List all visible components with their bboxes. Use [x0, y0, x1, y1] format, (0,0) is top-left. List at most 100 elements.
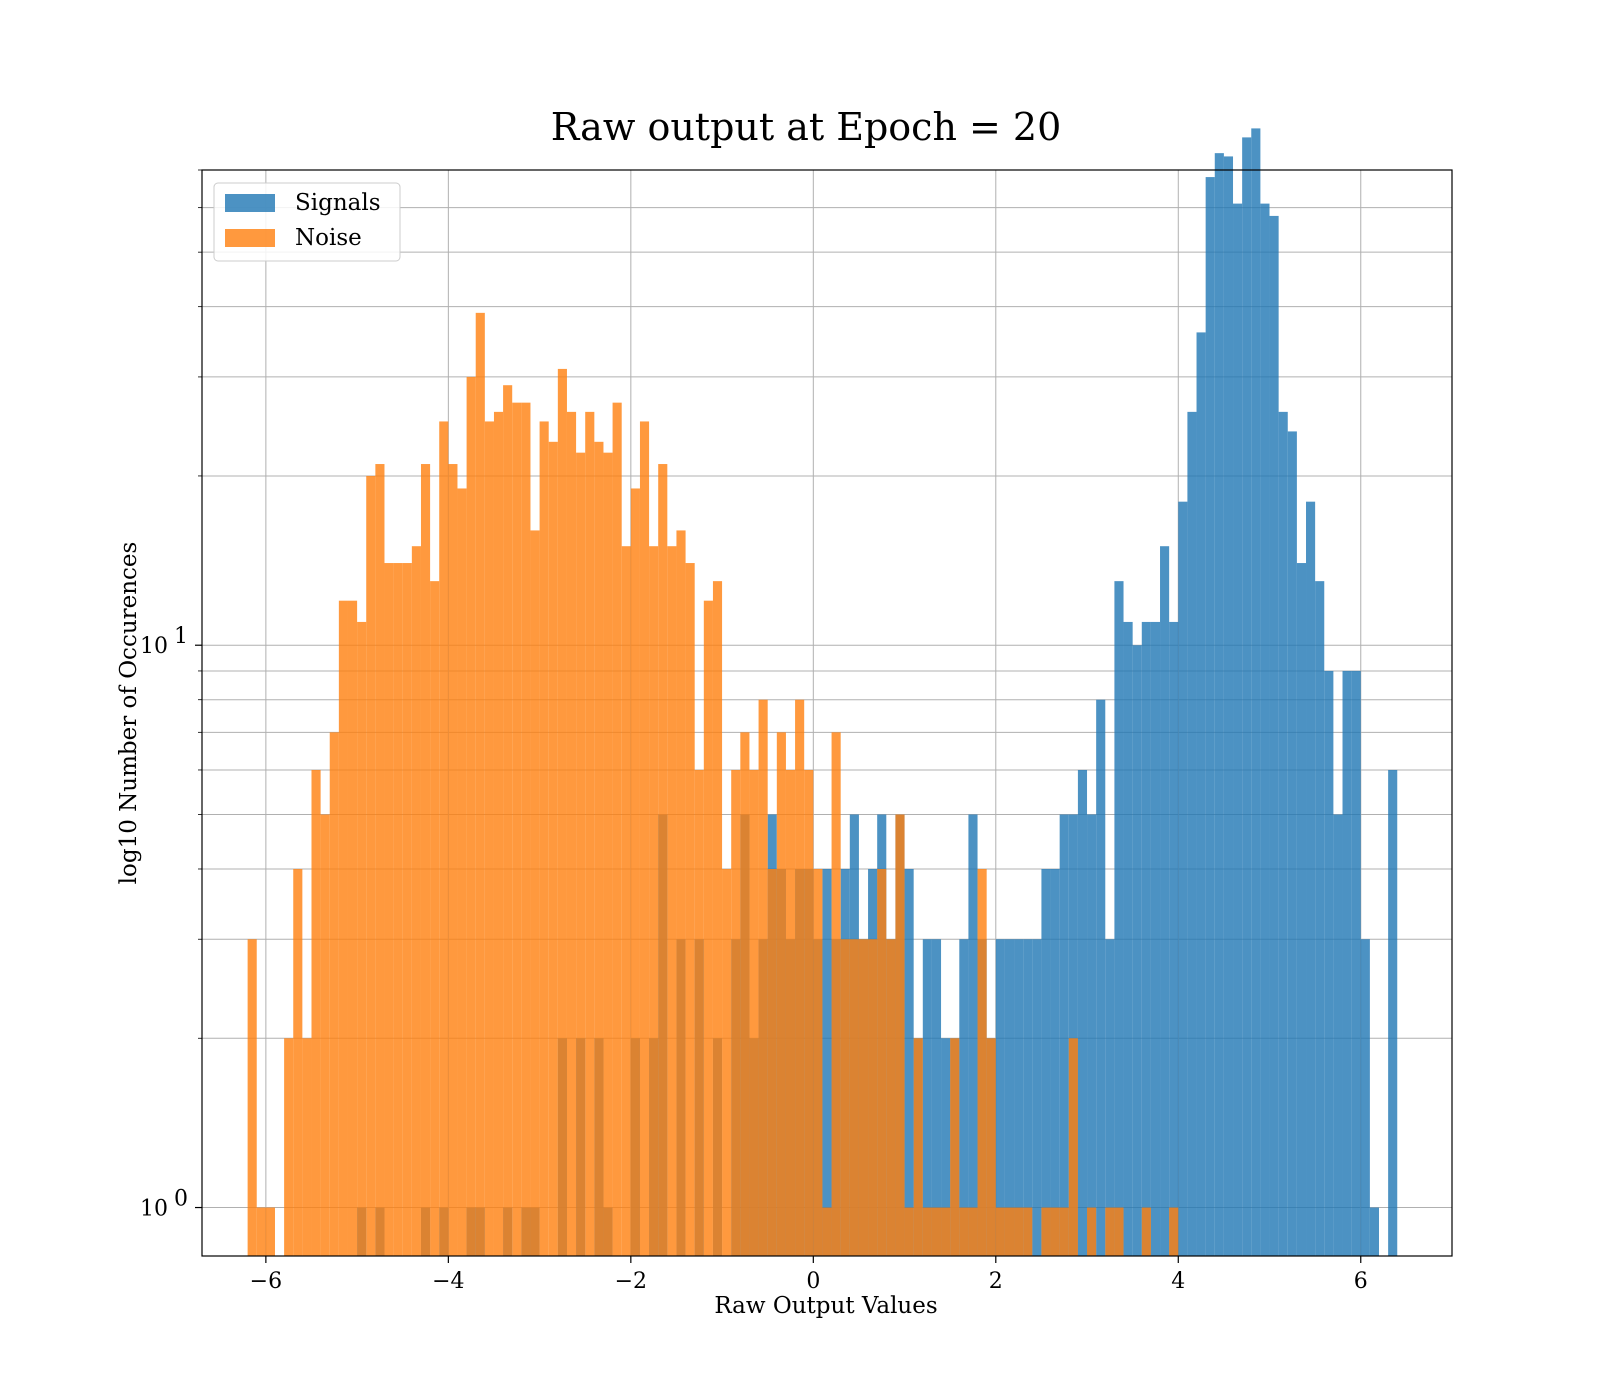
histogram-bar	[1342, 670, 1352, 1256]
histogram-bar	[822, 1207, 832, 1256]
histogram-bar	[858, 939, 869, 1256]
histogram-bar	[941, 1038, 951, 1256]
histogram-bar	[521, 402, 531, 1256]
histogram-bar	[475, 312, 485, 1257]
histogram-bar	[1169, 621, 1179, 1256]
histogram-bar	[776, 732, 786, 1256]
histogram-bar	[612, 402, 622, 1256]
histogram-bar	[548, 441, 558, 1256]
legend-label-noise: Noise	[295, 225, 362, 251]
histogram-bar	[959, 939, 969, 1256]
histogram-bar	[877, 868, 887, 1256]
histogram-bar	[594, 441, 604, 1256]
histogram-bar	[712, 581, 723, 1256]
histogram-bar	[366, 475, 376, 1256]
y-tick-exponent: 1	[174, 624, 188, 649]
histogram-bar	[1014, 1207, 1024, 1256]
histogram-bar	[265, 1207, 275, 1256]
histogram-bar	[1114, 1207, 1124, 1256]
histogram-bar	[922, 1207, 932, 1256]
histogram-bar	[493, 411, 504, 1256]
histogram-bar	[1351, 670, 1361, 1256]
histogram-bar	[347, 600, 358, 1256]
legend-label-signals: Signals	[295, 190, 381, 216]
histogram-bar	[1105, 1207, 1115, 1256]
histogram-bar	[931, 939, 942, 1256]
histogram-bar	[886, 939, 896, 1256]
histogram-bar	[439, 421, 449, 1256]
histogram-bar	[630, 488, 640, 1257]
histogram-bar	[1315, 581, 1325, 1256]
histogram-bar	[1041, 868, 1051, 1256]
histogram-bar	[302, 1038, 312, 1256]
histogram-bar	[931, 1207, 942, 1256]
histogram-bar	[722, 868, 732, 1256]
histogram-bar	[685, 563, 695, 1256]
histogram-bar	[986, 1038, 996, 1256]
histogram-bar	[849, 939, 859, 1256]
histogram-bar	[1096, 699, 1106, 1256]
histogram-bar	[995, 1207, 1005, 1256]
histogram-bar	[904, 1207, 914, 1256]
histogram-bar	[329, 732, 339, 1256]
histogram-bar	[338, 600, 348, 1256]
histogram-bar	[1023, 1207, 1033, 1256]
x-tick-label: 6	[1354, 1269, 1368, 1294]
histogram-bar	[1123, 621, 1133, 1256]
histogram-bar	[813, 868, 823, 1256]
y-tick-exponent: 0	[174, 1187, 188, 1212]
histogram-bar	[311, 769, 321, 1256]
histogram-bar	[959, 1207, 969, 1256]
histogram-bar	[922, 939, 932, 1256]
histogram-bar	[1014, 939, 1024, 1256]
legend-swatch-noise	[225, 229, 275, 247]
histogram-bar	[420, 464, 431, 1256]
histogram-bar	[1105, 939, 1115, 1256]
histogram-bar	[1041, 1207, 1051, 1256]
histogram-bar	[503, 385, 513, 1256]
histogram-bar	[393, 563, 403, 1256]
histogram-bar	[703, 600, 713, 1256]
histogram-bar	[1178, 501, 1188, 1256]
histogram-bar	[530, 530, 540, 1256]
histogram-bar	[539, 421, 549, 1256]
histogram-bar	[284, 1038, 294, 1256]
histogram-bar	[913, 1038, 923, 1256]
histogram-bar	[649, 546, 659, 1256]
legend: Signals Noise	[213, 182, 401, 262]
chart-title: Raw output at Epoch = 20	[551, 105, 1062, 149]
histogram-bar	[512, 402, 522, 1256]
histogram-bar	[1004, 939, 1015, 1256]
histogram-bar	[1269, 215, 1279, 1256]
histogram-bar	[293, 868, 303, 1256]
histogram-bar	[1141, 1207, 1151, 1256]
x-tick-label: 4	[1171, 1269, 1185, 1294]
histogram-bar	[1059, 814, 1069, 1256]
histogram-bar	[1333, 814, 1343, 1256]
histogram-bar	[247, 939, 257, 1256]
histogram-bar	[968, 814, 978, 1256]
legend-swatch-signals	[225, 194, 275, 212]
histogram-bar	[1032, 939, 1042, 1256]
histogram-bar	[1023, 939, 1033, 1256]
x-tick-label: −4	[432, 1269, 464, 1294]
histogram-bar	[1296, 563, 1307, 1256]
histogram-bar	[557, 368, 567, 1256]
histogram-bar	[968, 1207, 978, 1256]
histogram-bar	[1150, 621, 1161, 1256]
histogram-bar	[995, 939, 1005, 1256]
x-tick-label: −2	[615, 1269, 647, 1294]
histogram-bar	[804, 769, 814, 1256]
histogram-bar	[1360, 939, 1370, 1256]
y-axis-label: log10 Number of Occurences	[116, 542, 142, 885]
histogram-bar	[1233, 203, 1243, 1257]
histogram-bar	[767, 868, 777, 1256]
histogram-bar	[1087, 1207, 1097, 1256]
histogram-bar	[831, 732, 841, 1256]
histogram-bar	[1306, 501, 1316, 1256]
x-tick-label: 2	[989, 1269, 1003, 1294]
histogram-bar	[1223, 156, 1234, 1257]
histogram-bar	[320, 814, 330, 1256]
histogram-bar	[448, 464, 458, 1256]
histogram-bar	[1132, 645, 1142, 1256]
